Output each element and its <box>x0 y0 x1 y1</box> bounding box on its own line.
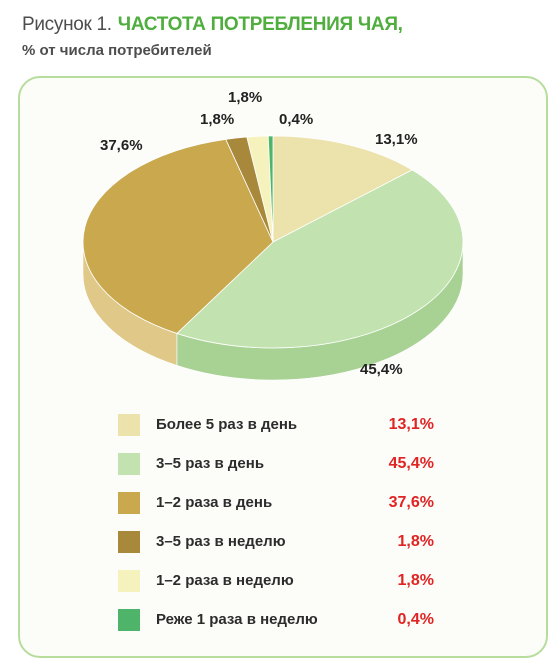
pie-top <box>82 135 464 349</box>
legend-item: Более 5 раз в день 13,1% <box>118 410 434 449</box>
legend-swatch <box>118 414 140 436</box>
legend-label: Реже 1 раза в неделю <box>156 611 318 628</box>
pie-data-label: 0,4% <box>279 111 313 128</box>
legend-label: 3–5 раз в неделю <box>156 533 286 550</box>
legend-label: 3–5 раз в день <box>156 455 265 472</box>
legend-swatch <box>118 531 140 553</box>
figure-prefix: Рисунок 1. <box>22 14 112 35</box>
legend-label: 1–2 раза в день <box>156 494 273 511</box>
legend-value: 13,1% <box>388 416 434 433</box>
legend-item: 1–2 раза в неделю 1,8% <box>118 566 434 605</box>
legend: Более 5 раз в день 13,1% 3–5 раз в день … <box>118 410 434 644</box>
legend-value: 37,6% <box>388 494 434 511</box>
pie-data-label: 45,4% <box>360 361 403 378</box>
legend-label: 1–2 раза в неделю <box>156 572 294 589</box>
legend-item: 3–5 раз в неделю 1,8% <box>118 527 434 566</box>
pie-data-label: 1,8% <box>228 89 262 106</box>
pie-chart: 13,1% 45,4% 37,6% 1,8% 1,8% 0,4% <box>82 89 464 381</box>
pie-slice <box>267 135 274 243</box>
pie-data-label: 13,1% <box>375 131 418 148</box>
legend-swatch <box>118 570 140 592</box>
chart-title: Рисунок 1. ЧАСТОТА ПОТРЕБЛЕНИЯ ЧАЯ, <box>22 14 403 36</box>
legend-item: Реже 1 раза в неделю 0,4% <box>118 605 434 644</box>
legend-value: 1,8% <box>397 533 434 550</box>
title-text: ЧАСТОТА ПОТРЕБЛЕНИЯ ЧАЯ, <box>117 14 403 35</box>
pie-data-label: 37,6% <box>100 137 143 154</box>
chart-subtitle: % от числа потребителей <box>22 42 212 59</box>
pie-slice <box>176 169 464 349</box>
legend-swatch <box>118 609 140 631</box>
legend-swatch <box>118 492 140 514</box>
legend-item: 1–2 раза в день 37,6% <box>118 488 434 527</box>
pie-data-label: 1,8% <box>200 111 234 128</box>
pie-slice <box>272 135 414 243</box>
legend-swatch <box>118 453 140 475</box>
legend-value: 1,8% <box>397 572 434 589</box>
pie-slice <box>82 138 274 334</box>
legend-label: Более 5 раз в день <box>156 416 298 433</box>
legend-value: 0,4% <box>397 611 434 628</box>
legend-item: 3–5 раз в день 45,4% <box>118 449 434 488</box>
legend-value: 45,4% <box>388 455 434 472</box>
